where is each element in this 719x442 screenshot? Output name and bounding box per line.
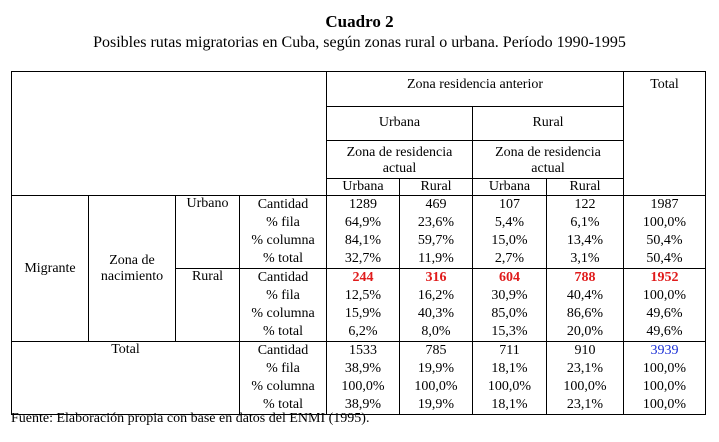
header-total: Total xyxy=(623,71,706,196)
subheader-rural: Rural xyxy=(546,178,624,196)
row-header-urbano: Urbano xyxy=(175,195,240,269)
table-row: Migrante Zona de nacimiento Urbano Canti… xyxy=(11,195,706,342)
cell-rural-ur: 316 16,2% 40,3% 8,0% xyxy=(399,268,473,342)
cell-rural-total: 1952 100,0% 49,6% 49,6% xyxy=(623,268,706,342)
cell-total-ur: 785 19,9% 100,0% 19,9% xyxy=(399,341,473,415)
cell-urbano-ur: 469 23,6% 59,7% 11,9% xyxy=(399,195,473,269)
cell-urbano-rr: 122 6,1% 13,4% 3,1% xyxy=(546,195,624,269)
cell-total-ru: 711 18,1% 100,0% 18,1% xyxy=(472,341,547,415)
cell-urbano-uu: 1289 64,9% 84,1% 32,7% xyxy=(326,195,400,269)
row-header-migrante: Migrante xyxy=(11,195,89,342)
header-urbana: Urbana xyxy=(326,106,473,141)
subheader-urbana: Urbana xyxy=(326,178,400,196)
table-subtitle: Posibles rutas migratorias en Cuba, segú… xyxy=(93,34,626,51)
header-zona-actual-rural: Zona de residencia actual xyxy=(472,140,624,179)
empty-corner-cell xyxy=(11,71,327,196)
measure-labels: Cantidad% fila% columna% total xyxy=(239,341,327,415)
row-header-total: Total xyxy=(11,341,240,415)
measure-labels: Cantidad% fila% columna% total xyxy=(239,195,327,269)
cell-urbano-total: 1987 100,0% 50,4% 50,4% xyxy=(623,195,706,269)
cell-urbano-ru: 107 5,4% 15,0% 2,7% xyxy=(472,195,547,269)
header-rural: Rural xyxy=(472,106,624,141)
row-header-zona-nacimiento: Zona de nacimiento xyxy=(88,195,176,342)
table-row: Rural Cantidad% fila% columna% total 244… xyxy=(12,268,706,342)
cell-total-total: 3939 100,0% 100,0% 100,0% xyxy=(623,341,706,415)
row-header-rural: Rural xyxy=(175,268,240,342)
subheader-urbana: Urbana xyxy=(472,178,547,196)
migration-table: Zona residencia anterior Total Urbana Ru… xyxy=(11,71,706,415)
header-zona-actual-urbana: Zona de residencia actual xyxy=(326,140,473,179)
cell-rural-ru: 604 30,9% 85,0% 15,3% xyxy=(472,268,547,342)
header-zona-anterior: Zona residencia anterior xyxy=(326,71,624,107)
cell-total-uu: 1533 38,9% 100,0% 38,9% xyxy=(326,341,400,415)
source-footnote: Fuente: Elaboración propia con base en d… xyxy=(11,411,370,426)
cell-rural-rr: 788 40,4% 86,6% 20,0% xyxy=(546,268,624,342)
cell-rural-uu: 244 12,5% 15,9% 6,2% xyxy=(326,268,400,342)
table-title: Cuadro 2 xyxy=(325,12,394,31)
table-row: Total Cantidad% fila% columna% total 153… xyxy=(11,341,706,415)
cell-total-rr: 910 23,1% 100,0% 23,1% xyxy=(546,341,624,415)
subheader-rural: Rural xyxy=(399,178,473,196)
measure-labels: Cantidad% fila% columna% total xyxy=(239,268,327,342)
